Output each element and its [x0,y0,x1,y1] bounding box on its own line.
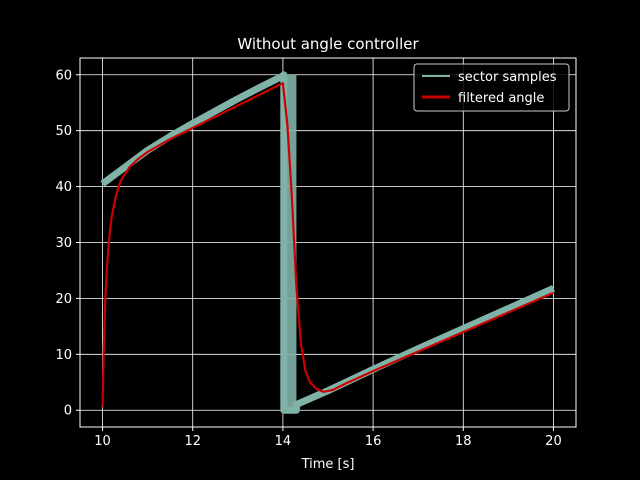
y-axis-ticks: 0 10 20 30 40 50 60 [55,68,80,419]
y-tick-label: 10 [55,348,72,363]
series-line-filtered-angle [101,82,554,408]
chart-title: Without angle controller [237,35,419,53]
x-tick-label: 18 [455,434,472,449]
x-tick-label: 12 [184,434,201,449]
series-line-sector-samples [100,71,555,414]
x-tick-label: 16 [365,434,382,449]
legend-box [413,63,570,112]
x-tick-label: 10 [94,434,111,449]
x-axis-label: Time [s] [301,457,355,472]
legend-label-sector-samples: sector samples [458,70,557,85]
y-tick-label: 0 [64,404,72,419]
y-tick-label: 60 [55,68,72,83]
plot-area [100,71,555,414]
x-tick-label: 20 [545,434,562,449]
y-tick-label: 50 [55,124,72,139]
y-tick-label: 30 [55,236,72,251]
y-tick-label: 20 [55,292,72,307]
legend: sector samples filtered angle [413,63,570,112]
y-tick-label: 40 [55,180,72,195]
legend-label-filtered-angle: filtered angle [458,91,544,106]
x-axis-ticks: 10 12 14 16 18 20 [94,427,562,449]
x-tick-label: 14 [275,434,292,449]
